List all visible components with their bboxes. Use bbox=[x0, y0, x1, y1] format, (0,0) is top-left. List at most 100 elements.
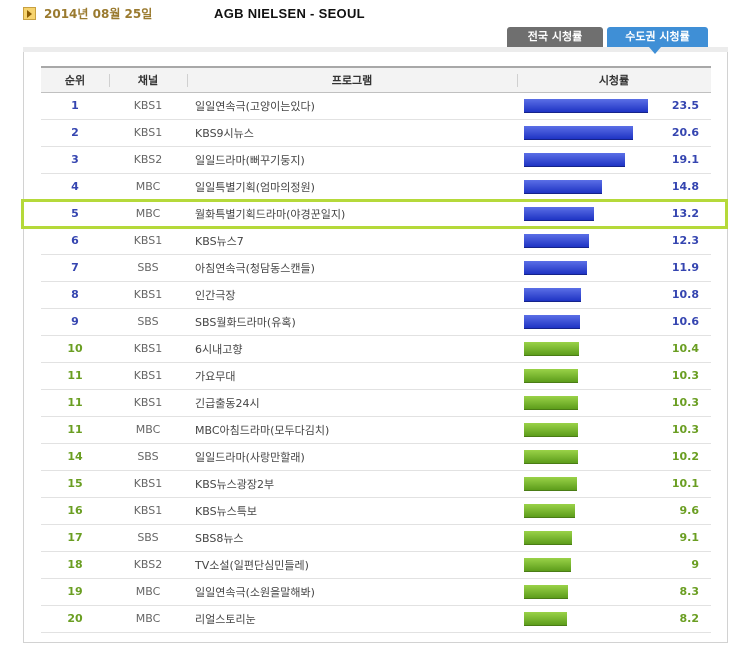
table-row: 6 KBS1 KBS뉴스7 12.3 bbox=[41, 227, 711, 254]
rating-value: 10.2 bbox=[671, 450, 699, 463]
rating-bar bbox=[524, 395, 578, 410]
rating-value: 13.2 bbox=[671, 207, 699, 220]
rating-value: 9.6 bbox=[679, 504, 700, 517]
rating-value: 10.6 bbox=[671, 315, 699, 328]
rating-bar-cell bbox=[517, 308, 657, 335]
rating-bar bbox=[524, 314, 580, 329]
channel-cell: MBC bbox=[135, 585, 161, 598]
channel-cell: KBS1 bbox=[133, 504, 163, 517]
rank-cell: 10 bbox=[67, 342, 83, 355]
rating-value: 9.1 bbox=[679, 531, 700, 544]
table-row: 14 SBS 일일드라마(사랑만할래) 10.2 bbox=[41, 443, 711, 470]
rating-bar bbox=[524, 368, 578, 383]
tab-national-ratings[interactable]: 전국 시청률 bbox=[507, 27, 603, 47]
channel-cell: KBS1 bbox=[133, 126, 163, 139]
column-header-program: 프로그램 bbox=[187, 66, 517, 93]
rank-cell: 11 bbox=[67, 369, 83, 382]
rating-bar bbox=[524, 476, 577, 491]
rating-bar-cell bbox=[517, 335, 657, 362]
table-row: 3 KBS2 일일드라마(뻐꾸기둥지) 19.1 bbox=[41, 146, 711, 173]
rating-bar-cell bbox=[517, 578, 657, 605]
channel-cell: MBC bbox=[135, 423, 161, 436]
table-row: 20 MBC 리얼스토리눈 8.2 bbox=[41, 605, 711, 632]
ratings-panel bbox=[23, 47, 728, 643]
rating-bar-cell bbox=[517, 416, 657, 443]
program-cell: 긴급출동24시 bbox=[195, 396, 260, 410]
rank-cell: 18 bbox=[67, 558, 83, 571]
rating-value: 8.3 bbox=[679, 585, 700, 598]
rating-bar-cell bbox=[517, 173, 657, 200]
program-cell: 인간극장 bbox=[195, 288, 236, 302]
program-cell: 6시내고향 bbox=[195, 342, 243, 356]
rating-value: 23.5 bbox=[671, 99, 699, 112]
rating-value: 19.1 bbox=[671, 153, 699, 166]
active-tab-pointer-icon bbox=[649, 47, 661, 54]
channel-cell: MBC bbox=[135, 180, 161, 193]
program-cell: KBS9시뉴스 bbox=[195, 126, 254, 140]
program-cell: KBS뉴스특보 bbox=[195, 504, 258, 518]
channel-cell: KBS1 bbox=[133, 234, 163, 247]
program-cell: MBC아침드라마(모두다김치) bbox=[195, 423, 330, 437]
table-row: 11 MBC MBC아침드라마(모두다김치) 10.3 bbox=[41, 416, 711, 443]
column-header-rating: 시청률 bbox=[517, 66, 711, 93]
rank-cell: 19 bbox=[67, 585, 83, 598]
rating-bar-cell bbox=[517, 254, 657, 281]
rank-cell: 14 bbox=[67, 450, 83, 463]
table-row: 9 SBS SBS월화드라마(유혹) 10.6 bbox=[41, 308, 711, 335]
rating-bar bbox=[524, 125, 633, 140]
ratings-table: 순위 채널 프로그램 시청률 1 KBS1 일일연속극(고양이는있다) 23.5 2 KB… bbox=[41, 66, 711, 633]
rank-cell: 2 bbox=[71, 126, 79, 139]
rating-bar bbox=[524, 557, 571, 572]
program-cell: SBS8뉴스 bbox=[195, 531, 244, 545]
rating-bar-cell bbox=[517, 551, 657, 578]
rating-bar bbox=[524, 584, 568, 599]
table-row: 11 KBS1 긴급출동24시 10.3 bbox=[41, 389, 711, 416]
channel-cell: SBS bbox=[137, 531, 159, 544]
rating-bar-cell bbox=[517, 362, 657, 389]
column-header-rank: 순위 bbox=[41, 66, 109, 93]
table-header-row: 순위 채널 프로그램 시청률 bbox=[41, 66, 711, 93]
rating-bar bbox=[524, 152, 625, 167]
channel-cell: KBS2 bbox=[133, 153, 163, 166]
rank-cell: 20 bbox=[67, 612, 83, 625]
table-row: 15 KBS1 KBS뉴스광장2부 10.1 bbox=[41, 470, 711, 497]
rating-value: 10.4 bbox=[671, 342, 699, 355]
table-row: 8 KBS1 인간극장 10.8 bbox=[41, 281, 711, 308]
rating-bar-cell bbox=[517, 605, 657, 632]
page-title: AGB NIELSEN - SEOUL bbox=[214, 6, 365, 21]
channel-cell: MBC bbox=[135, 612, 161, 625]
table-row: 11 KBS1 가요무대 10.3 bbox=[41, 362, 711, 389]
channel-cell: KBS2 bbox=[133, 558, 163, 571]
rank-cell: 6 bbox=[71, 234, 79, 247]
program-cell: KBS뉴스7 bbox=[195, 234, 244, 248]
program-cell: 일일드라마(뻐꾸기둥지) bbox=[195, 153, 305, 167]
rank-cell: 4 bbox=[71, 180, 79, 193]
rank-cell: 11 bbox=[67, 396, 83, 409]
rating-bar bbox=[524, 287, 581, 302]
rating-value: 11.9 bbox=[671, 261, 699, 274]
highlighted-row-outline bbox=[21, 199, 728, 229]
rating-bar-cell bbox=[517, 200, 657, 227]
rating-value: 10.1 bbox=[671, 477, 699, 490]
rank-cell: 17 bbox=[67, 531, 83, 544]
rating-value: 12.3 bbox=[671, 234, 699, 247]
tab-metro-ratings[interactable]: 수도권 시청률 bbox=[607, 27, 708, 47]
table-row: 19 MBC 일일연속극(소원을말해봐) 8.3 bbox=[41, 578, 711, 605]
rank-cell: 8 bbox=[71, 288, 79, 301]
channel-cell: KBS1 bbox=[133, 477, 163, 490]
program-cell: 일일연속극(고양이는있다) bbox=[195, 99, 315, 113]
rank-cell: 9 bbox=[71, 315, 79, 328]
rating-value: 10.3 bbox=[671, 369, 699, 382]
program-cell: 일일드라마(사랑만할래) bbox=[195, 450, 305, 464]
program-cell: 일일연속극(소원을말해봐) bbox=[195, 585, 315, 599]
rating-bar-cell bbox=[517, 443, 657, 470]
channel-cell: SBS bbox=[137, 450, 159, 463]
channel-cell: KBS1 bbox=[133, 99, 163, 112]
table-row: 17 SBS SBS8뉴스 9.1 bbox=[41, 524, 711, 551]
channel-cell: MBC bbox=[135, 207, 161, 220]
rank-cell: 7 bbox=[71, 261, 79, 274]
table-row: 2 KBS1 KBS9시뉴스 20.6 bbox=[41, 119, 711, 146]
program-cell: 리얼스토리눈 bbox=[195, 612, 256, 626]
table-row: 4 MBC 일일특별기획(엄마의정원) 14.8 bbox=[41, 173, 711, 200]
table-row: 16 KBS1 KBS뉴스특보 9.6 bbox=[41, 497, 711, 524]
